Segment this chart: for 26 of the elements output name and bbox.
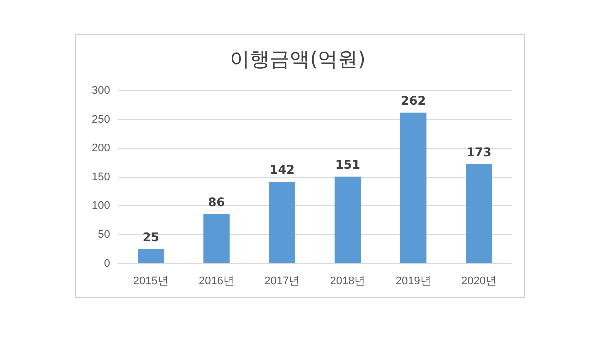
y-tick-label: 100 (92, 200, 110, 212)
data-label: 173 (466, 145, 492, 160)
x-tick-label: 2015년 (133, 275, 169, 288)
y-tick-label: 150 (92, 171, 110, 184)
data-label: 25 (142, 230, 160, 245)
y-tick-label: 250 (92, 114, 110, 126)
bar (138, 249, 164, 264)
data-label: 262 (401, 94, 426, 108)
bar (466, 164, 492, 264)
x-tick-label: 2018년 (330, 275, 366, 288)
bar (269, 182, 296, 264)
x-tick-label: 2020년 (461, 275, 497, 288)
x-tick-label: 2019년 (396, 275, 432, 288)
chart-title: 이행금액(억원) (230, 47, 366, 72)
data-label: 151 (335, 158, 361, 172)
x-tick-label: 2017년 (264, 275, 300, 288)
bar (334, 176, 362, 264)
y-tick-label: 0 (104, 258, 110, 270)
bar (400, 112, 427, 264)
y-tick-label: 50 (98, 229, 110, 242)
x-tick-label: 2016년 (199, 275, 235, 288)
data-label: 86 (208, 195, 226, 210)
data-label: 142 (270, 163, 295, 178)
bar (204, 214, 230, 264)
y-tick-label: 200 (92, 142, 110, 155)
y-tick-label: 300 (92, 85, 110, 98)
